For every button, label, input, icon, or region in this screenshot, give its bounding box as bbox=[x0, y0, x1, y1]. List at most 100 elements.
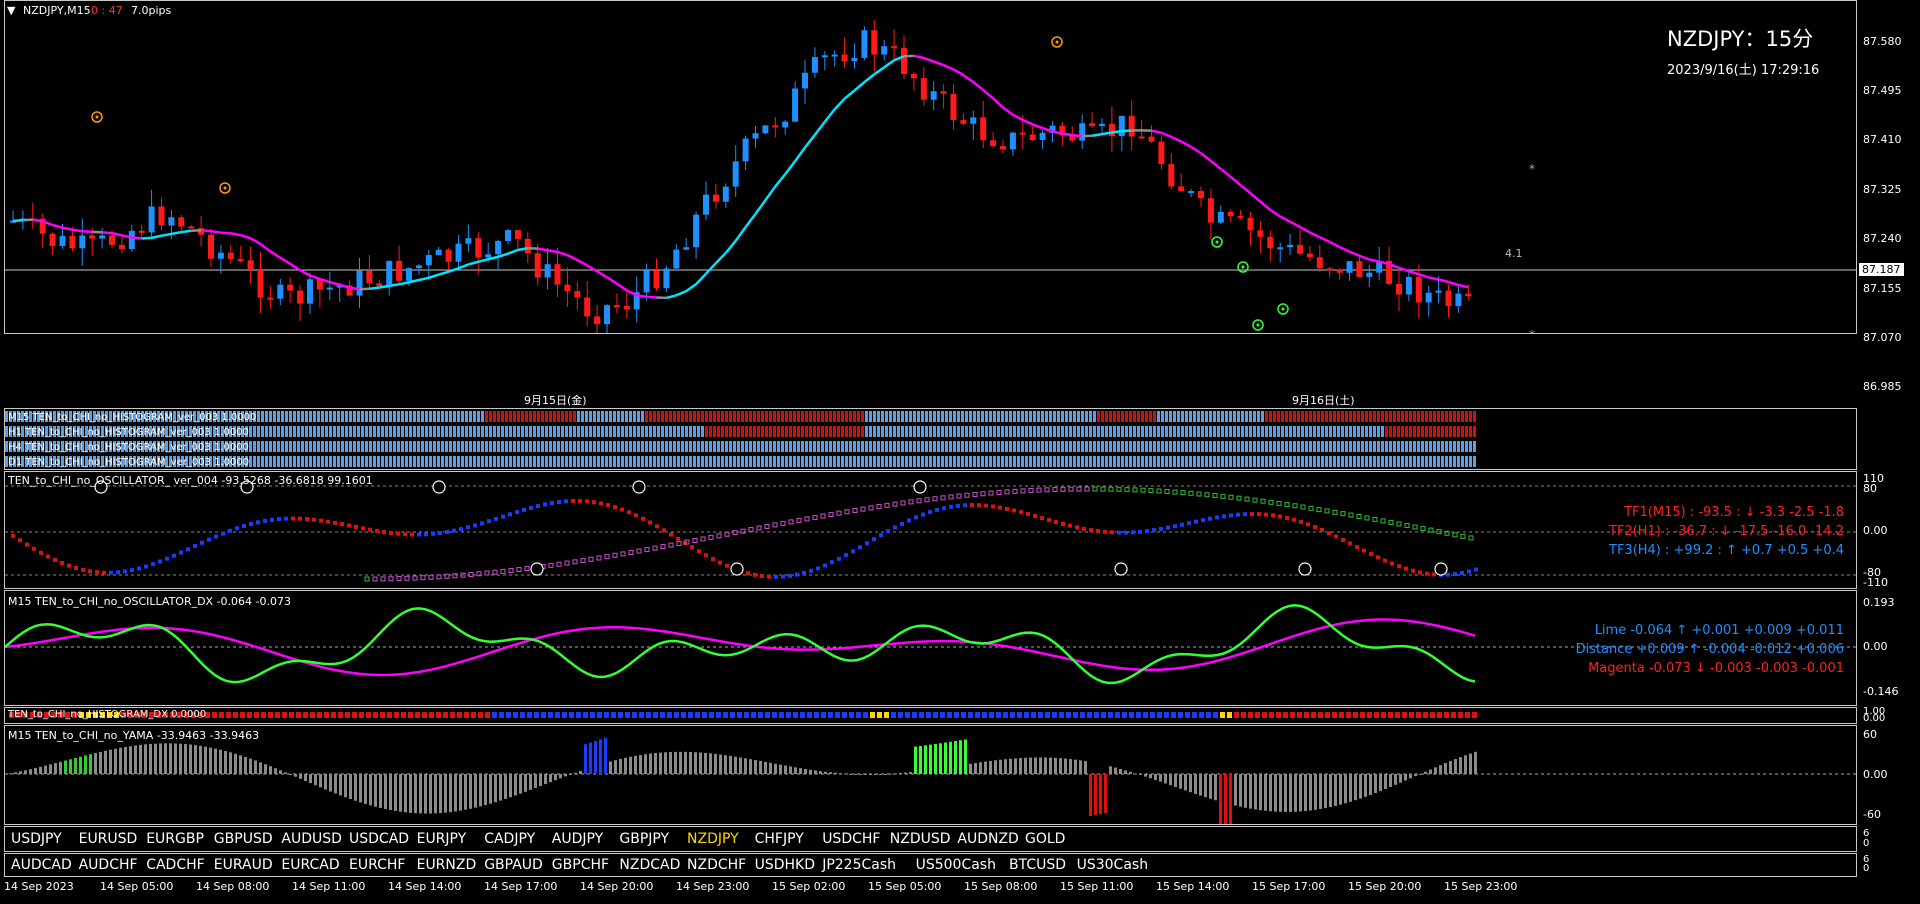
hist-bar bbox=[1181, 426, 1184, 437]
hist-bar bbox=[1221, 411, 1224, 422]
symbol-button-euraud[interactable]: EURAUD bbox=[213, 857, 273, 873]
yama-bar bbox=[1169, 774, 1172, 786]
symbol-button-usdcad[interactable]: USDCAD bbox=[349, 831, 410, 847]
hist-bar bbox=[1061, 411, 1064, 422]
dx-cell bbox=[891, 712, 896, 718]
hist-bar bbox=[1397, 456, 1400, 467]
ma-segment bbox=[259, 242, 272, 253]
time-label: 14 Sep 05:00 bbox=[100, 880, 174, 893]
symbol-button-audjpy[interactable]: AUDJPY bbox=[551, 831, 604, 847]
hist-bar bbox=[409, 456, 412, 467]
symbol-button-eurgbp[interactable]: EURGBP bbox=[146, 831, 204, 847]
hist-bar bbox=[285, 441, 288, 452]
hist-bar bbox=[1189, 411, 1192, 422]
hist-bar bbox=[1377, 456, 1380, 467]
hist-bar bbox=[309, 426, 312, 437]
hist-bar bbox=[653, 441, 656, 452]
osc-dot bbox=[494, 516, 498, 521]
symbol-button-us500cash[interactable]: US500Cash bbox=[915, 857, 996, 873]
hist-bar bbox=[405, 441, 408, 452]
hist-bar bbox=[841, 411, 844, 422]
hist-bar bbox=[385, 456, 388, 467]
osc-dx-title: M15 TEN_to_CHI_no_OSCILLATOR_DX -0.064 -… bbox=[8, 595, 292, 608]
hist-bar bbox=[53, 411, 56, 422]
hist-bar bbox=[593, 426, 596, 437]
hist-bar bbox=[681, 426, 684, 437]
symbol-button-chfjpy[interactable]: CHFJPY bbox=[754, 831, 804, 847]
yama-bar bbox=[199, 745, 202, 774]
symbol-button-audnzd[interactable]: AUDNZD bbox=[957, 831, 1019, 847]
hist-bar bbox=[417, 411, 420, 422]
yama-bar bbox=[709, 753, 712, 774]
osc-slow-dot bbox=[1292, 503, 1298, 509]
symbol-button-audchf[interactable]: AUDCHF bbox=[78, 857, 138, 873]
ma-segment bbox=[933, 60, 945, 67]
candle-body bbox=[425, 255, 432, 266]
symbol-button-cadjpy[interactable]: CADJPY bbox=[484, 831, 536, 847]
symbol-button-usdhkd[interactable]: USDHKD bbox=[754, 857, 815, 873]
price-chart[interactable]: * * ▼ NZDJPY,M15 0 : 47 7.0pips NZDJPY：15… bbox=[4, 0, 1857, 334]
hist-bar bbox=[937, 426, 940, 437]
hist-bar bbox=[193, 456, 196, 467]
yama-bar bbox=[329, 774, 332, 792]
symbol-button-gbpjpy[interactable]: GBPJPY bbox=[619, 831, 670, 847]
symbol-button-gold[interactable]: GOLD bbox=[1025, 831, 1066, 847]
oscillator-panel[interactable]: TEN_to_CHI_no_OSCILLATOR_ ver_004 -93.52… bbox=[4, 471, 1857, 589]
histogram-panel[interactable]: M15 TEN_to_CHI_no_HISTOGRAM_ver_003 1.00… bbox=[4, 408, 1857, 470]
symbol-button-nzdjpy[interactable]: NZDJPY bbox=[687, 831, 739, 847]
symbol-button-eurusd[interactable]: EURUSD bbox=[78, 831, 138, 847]
symbol-button-us30cash[interactable]: US30Cash bbox=[1076, 857, 1149, 873]
hist-bar bbox=[761, 456, 764, 467]
symbol-button-usdchf[interactable]: USDCHF bbox=[822, 831, 881, 847]
hist-bar bbox=[677, 441, 680, 452]
hist-bar bbox=[897, 456, 900, 467]
symbol-button-btcusd[interactable]: BTCUSD bbox=[1009, 857, 1067, 873]
dx-cell bbox=[394, 712, 399, 718]
symbol-button-gbpusd[interactable]: GBPUSD bbox=[213, 831, 273, 847]
osc-dx-panel[interactable]: M15 TEN_to_CHI_no_OSCILLATOR_DX -0.064 -… bbox=[4, 590, 1857, 706]
ma-segment bbox=[1101, 131, 1113, 136]
symbol-button-jp225cash[interactable]: JP225Cash bbox=[822, 857, 897, 873]
symbol-button-nzdchf[interactable]: NZDCHF bbox=[687, 857, 747, 873]
symbol-button-eurnzd[interactable]: EURNZD bbox=[416, 857, 477, 873]
hist-bar bbox=[37, 441, 40, 452]
symbol-button-audusd[interactable]: AUDUSD bbox=[281, 831, 342, 847]
candle-body bbox=[534, 253, 541, 278]
hist-bar bbox=[121, 456, 124, 467]
candle-body bbox=[1336, 269, 1343, 273]
symbol-button-eurjpy[interactable]: EURJPY bbox=[416, 831, 467, 847]
symbol-button-nzdcad[interactable]: NZDCAD bbox=[619, 857, 681, 873]
symbol-button-gbpaud[interactable]: GBPAUD bbox=[484, 857, 543, 873]
yama-bar bbox=[1034, 757, 1037, 774]
dx-cell bbox=[1199, 712, 1204, 718]
hist-dx-panel[interactable]: TEN_to_CHI_no_HISTOGRAM_DX 0.0000 bbox=[4, 707, 1857, 724]
hist-bar bbox=[321, 456, 324, 467]
symbol-button-nzdusd[interactable]: NZDUSD bbox=[889, 831, 951, 847]
hist-bar bbox=[1325, 456, 1328, 467]
symbol-button-audcad[interactable]: AUDCAD bbox=[11, 857, 72, 873]
osc-dot bbox=[1411, 568, 1415, 573]
symbol-button-eurchf[interactable]: EURCHF bbox=[349, 857, 406, 873]
hist-bar bbox=[941, 426, 944, 437]
dx-cell bbox=[1318, 712, 1323, 718]
hist-bar bbox=[1133, 441, 1136, 452]
symbol-button-eurcad[interactable]: EURCAD bbox=[281, 857, 340, 873]
symbol-button-usdjpy[interactable]: USDJPY bbox=[11, 831, 62, 847]
chart-menu-icon[interactable]: ▼ bbox=[7, 4, 16, 17]
yama-panel[interactable]: M15 TEN_to_CHI_no_YAMA -33.9463 -33.9463 bbox=[4, 725, 1857, 825]
symbol-button-cadchf[interactable]: CADCHF bbox=[146, 857, 205, 873]
hist-bar bbox=[1249, 441, 1252, 452]
hist-bar bbox=[213, 426, 216, 437]
osc-dot bbox=[459, 527, 463, 532]
hist-bar bbox=[29, 441, 32, 452]
hist-bar bbox=[341, 426, 344, 437]
symbol-button-gbpchf[interactable]: GBPCHF bbox=[551, 857, 610, 873]
yama-bar bbox=[769, 762, 772, 774]
ma-segment bbox=[1210, 160, 1222, 170]
hist-bar bbox=[389, 441, 392, 452]
osc-dot bbox=[1005, 506, 1009, 511]
hist-bar bbox=[1405, 411, 1408, 422]
hist-bar bbox=[837, 456, 840, 467]
signal-marker-dot bbox=[1241, 265, 1245, 269]
hist-bar bbox=[1065, 441, 1068, 452]
